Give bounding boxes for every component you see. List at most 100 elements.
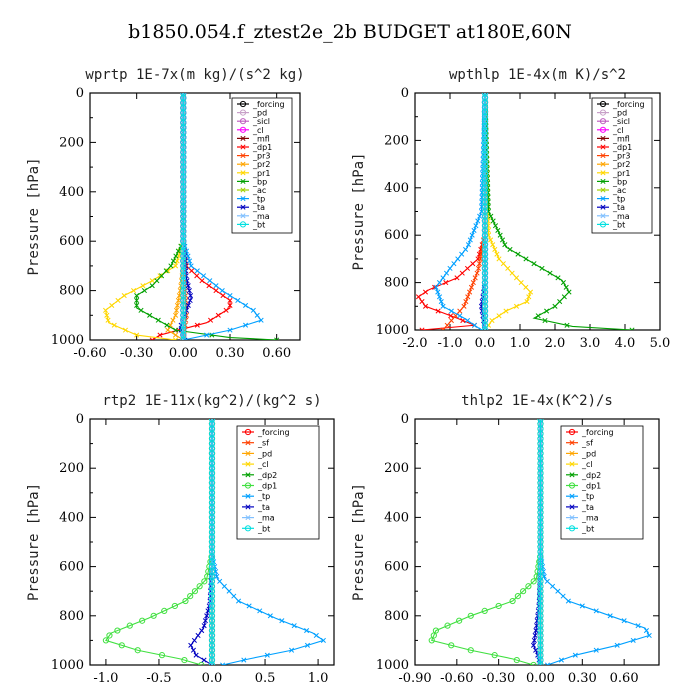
legend-marker-pr1	[240, 170, 246, 176]
legend-label-dp2: _dp2	[581, 471, 601, 480]
y-tick-label: 0	[76, 86, 84, 101]
series-point-pr2	[175, 297, 181, 304]
series-point-pr2	[165, 327, 171, 333]
series-point-tp	[243, 302, 249, 308]
series-point-pr1	[500, 261, 506, 267]
series-point-ma	[482, 327, 488, 330]
y-tick-label: 800	[59, 284, 84, 299]
series-point-tp	[635, 623, 641, 629]
series-point-dp1	[464, 265, 471, 271]
series-point-bp	[147, 312, 153, 318]
series-point-tp	[447, 265, 453, 271]
legend-marker-mfl	[600, 135, 606, 141]
series-point-dp1	[227, 302, 233, 308]
series-point-ta	[201, 623, 207, 629]
series-point-dp1	[220, 292, 226, 299]
series-point-tp	[579, 603, 585, 609]
legend-label-cl: _cl	[581, 460, 593, 469]
legend-label-bt: _bt	[252, 220, 265, 229]
series-point-tp	[246, 603, 252, 609]
series-point-dp1	[481, 607, 488, 614]
legend-label-pr3: _pr3	[612, 152, 630, 161]
legend-label-ta: _ta	[252, 203, 265, 212]
series-point-tp	[231, 593, 237, 599]
series-point-tp	[213, 283, 219, 289]
series-point-ma	[537, 419, 544, 422]
series-point-bp	[168, 263, 174, 269]
series-point-pr1	[526, 294, 532, 300]
panel-title: rtp2 1E-11x(kg^2)/(kg^2 s)	[102, 393, 321, 409]
series-point-tp	[219, 288, 225, 294]
series-point-pr3	[470, 280, 476, 286]
series-point-tp	[436, 280, 443, 286]
series-point-tp	[464, 317, 471, 324]
series-point-tp	[544, 662, 551, 665]
series-point-pr3	[463, 299, 469, 305]
legend-marker-ta	[600, 204, 606, 210]
legend-marker-pr3	[240, 153, 246, 159]
legend-marker-forcing	[568, 428, 576, 436]
chart-panel-3: rtp2 1E-11x(kg^2)/(kg^2 s) Pressure [hPa]…	[26, 393, 335, 686]
legend-label-ma: _ma	[581, 514, 599, 523]
y-tick-label: 200	[59, 461, 84, 476]
y-tick-label: 800	[384, 609, 409, 624]
series-point-tp	[614, 642, 620, 648]
series-point-pr3	[465, 294, 471, 300]
legend-marker-ac	[600, 187, 606, 193]
y-tick-label: 0	[401, 86, 409, 101]
series-point-bp	[497, 232, 503, 238]
legend-marker-cl	[599, 126, 607, 133]
x-tick-label: 0.5	[255, 671, 276, 686]
legend-marker-bt	[599, 221, 607, 228]
series-point-pr3	[476, 261, 482, 267]
series-group	[428, 419, 652, 665]
series-point-tp	[250, 307, 256, 313]
series-point-dp1	[435, 308, 441, 314]
series-point-tp	[572, 652, 578, 658]
series-point-tp	[291, 623, 297, 629]
legend-label-ac: _ac	[612, 186, 626, 195]
legend-marker-dp1	[600, 144, 606, 150]
series-point-tp	[257, 608, 263, 614]
series-point-pr3	[474, 270, 480, 276]
series-point-ma	[209, 662, 215, 665]
legend-marker-tp	[600, 196, 606, 202]
series-point-bp	[134, 302, 140, 308]
series-point-bp	[515, 251, 521, 257]
series-point-dp1	[533, 573, 540, 580]
legend-marker-bt	[244, 525, 252, 532]
series-point-bp	[173, 327, 179, 333]
series-point-tp	[279, 618, 285, 624]
series-point-dp1	[227, 297, 233, 304]
series-point-dp1	[456, 617, 463, 624]
legend-label-bp: _bp	[252, 177, 267, 186]
series-point-tp	[457, 313, 463, 319]
legend-marker-bt	[239, 221, 247, 228]
legend: _forcing_pd_sicl_cl_mfl_dp1_pr3_pr2_pr1_…	[591, 97, 653, 234]
legend-marker-ta	[240, 204, 246, 210]
series-point-pr1	[165, 268, 171, 274]
series-point-tp	[550, 583, 556, 589]
legend-label-cl: _cl	[612, 126, 624, 135]
series-point-pr1	[518, 280, 524, 286]
series-point-bp	[149, 283, 155, 289]
series-point-tp	[475, 218, 481, 224]
legend-marker-ma	[600, 213, 606, 219]
x-tick-label: -0.30	[120, 346, 153, 361]
legend-label-ac: _ac	[252, 186, 266, 195]
series-point-dp1	[187, 593, 194, 600]
series-point-dp1	[459, 270, 465, 276]
series-point-dp1	[530, 661, 537, 665]
series-point-ma	[180, 337, 186, 340]
series-point-tp	[226, 588, 232, 594]
legend-marker-mfl	[240, 135, 246, 141]
legend-label-pr1: _pr1	[612, 169, 630, 178]
series-point-pr1	[115, 297, 121, 304]
series-point-pr1	[173, 263, 179, 269]
legend-label-tp: _tp	[581, 492, 594, 501]
legend-label-bt: _bt	[612, 220, 625, 229]
legend-marker-ta	[569, 504, 575, 510]
series-point-dp1	[223, 307, 229, 313]
y-axis-label: Pressure [hPa]	[351, 483, 367, 601]
